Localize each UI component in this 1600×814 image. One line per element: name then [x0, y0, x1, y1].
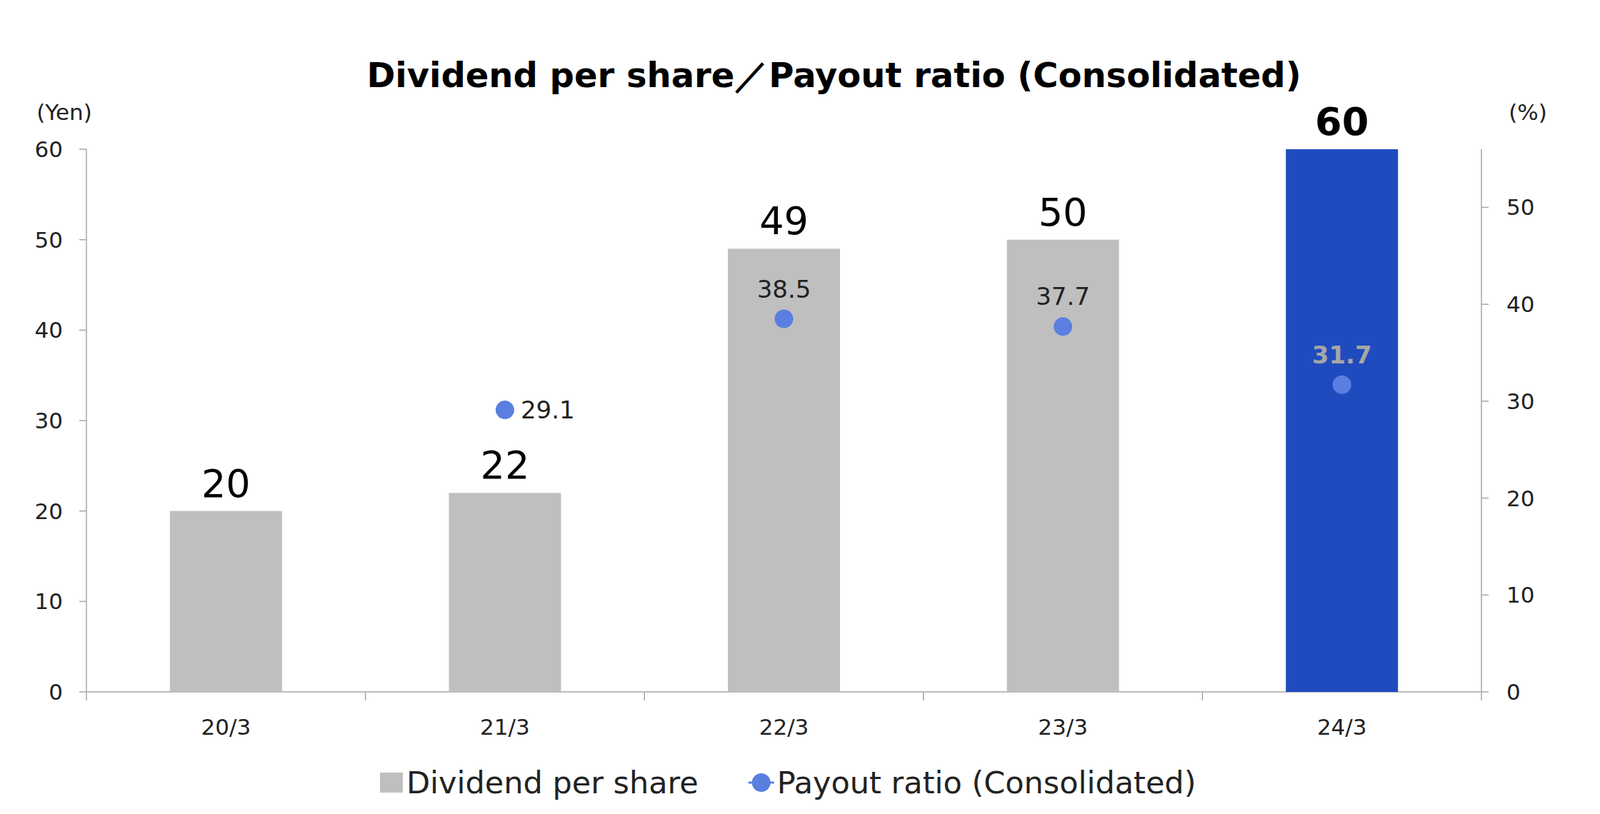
y-tick	[79, 330, 87, 332]
x-tick-label: 23/3	[1037, 714, 1088, 740]
bar-value-label: 60	[1315, 99, 1369, 145]
y2-tick-label: 10	[1506, 582, 1535, 608]
y2-tick	[1481, 691, 1489, 693]
chart-container: Dividend per share／Payout ratio (Consoli…	[0, 0, 1600, 814]
legend-swatch	[752, 773, 771, 793]
y-axis-label: (Yen)	[36, 99, 93, 125]
plot-marks	[170, 149, 1398, 693]
x-tick	[922, 692, 925, 701]
legend-label: Dividend per share	[406, 765, 699, 801]
y2-tick	[1481, 595, 1489, 597]
y2-tick-label: 30	[1506, 388, 1535, 415]
x-tick	[85, 692, 88, 701]
bar-value-label: 22	[480, 442, 530, 488]
x-tick	[643, 692, 645, 701]
y-tick	[79, 420, 87, 422]
y-tick-label: 50	[35, 227, 63, 253]
bar-value-label: 49	[759, 198, 809, 244]
y-tick	[79, 691, 87, 693]
x-tick	[1202, 692, 1204, 701]
bar	[448, 492, 561, 693]
x-tick-label: 24/3	[1317, 714, 1368, 740]
y-tick-label: 20	[35, 498, 63, 525]
y2-tick	[1481, 303, 1489, 305]
y-tick-label: 0	[48, 679, 63, 705]
y2-axis-line	[1480, 149, 1483, 693]
y-tick	[79, 510, 87, 513]
x-tick-label: 22/3	[759, 714, 810, 740]
y2-tick	[1481, 400, 1489, 403]
payout-value-label: 29.1	[520, 395, 575, 425]
y-tick	[79, 239, 87, 241]
payout-point	[1053, 317, 1073, 336]
bar-value-label: 20	[201, 461, 251, 507]
payout-point	[1332, 375, 1352, 395]
y-tick-label: 10	[35, 588, 63, 615]
legend-label: Payout ratio (Consolidated)	[777, 765, 1197, 801]
x-tick	[1480, 692, 1483, 701]
x-tick-label: 20/3	[200, 714, 251, 740]
y2-tick	[1481, 497, 1489, 500]
payout-value-label: 37.7	[1035, 282, 1090, 311]
bar	[1285, 149, 1398, 693]
x-tick	[365, 692, 367, 701]
x-tick-label: 21/3	[480, 714, 530, 740]
y-tick-label: 30	[35, 407, 63, 434]
y2-tick-label: 40	[1506, 291, 1535, 318]
y2-tick-label: 20	[1506, 485, 1535, 512]
chart-title: Dividend per share／Payout ratio (Consoli…	[366, 55, 1301, 95]
y-tick	[79, 148, 87, 150]
y2-axis-label: (%)	[1508, 99, 1548, 125]
bar	[1007, 240, 1120, 693]
bar	[727, 248, 840, 693]
y2-tick-label: 50	[1506, 194, 1535, 220]
payout-value-label: 31.7	[1312, 340, 1373, 370]
payout-point	[495, 400, 515, 420]
y-tick-label: 40	[35, 317, 63, 343]
y-tick	[79, 601, 87, 603]
legend: Dividend per share Payout ratio (Consolid…	[380, 765, 1196, 801]
chart-svg: Dividend per share／Payout ratio (Consoli…	[0, 0, 1600, 814]
data-labels: 20 22 49 50 60 29.1 38.5 37.7 31.7	[201, 99, 1373, 507]
payout-value-label: 38.5	[757, 275, 812, 304]
y-tick-label: 60	[35, 136, 63, 163]
bar	[170, 511, 283, 693]
y2-tick-label: 0	[1506, 679, 1521, 705]
legend-swatch	[380, 772, 403, 793]
bar-value-label: 50	[1038, 190, 1088, 235]
y2-tick	[1481, 207, 1489, 209]
payout-point	[775, 310, 794, 329]
